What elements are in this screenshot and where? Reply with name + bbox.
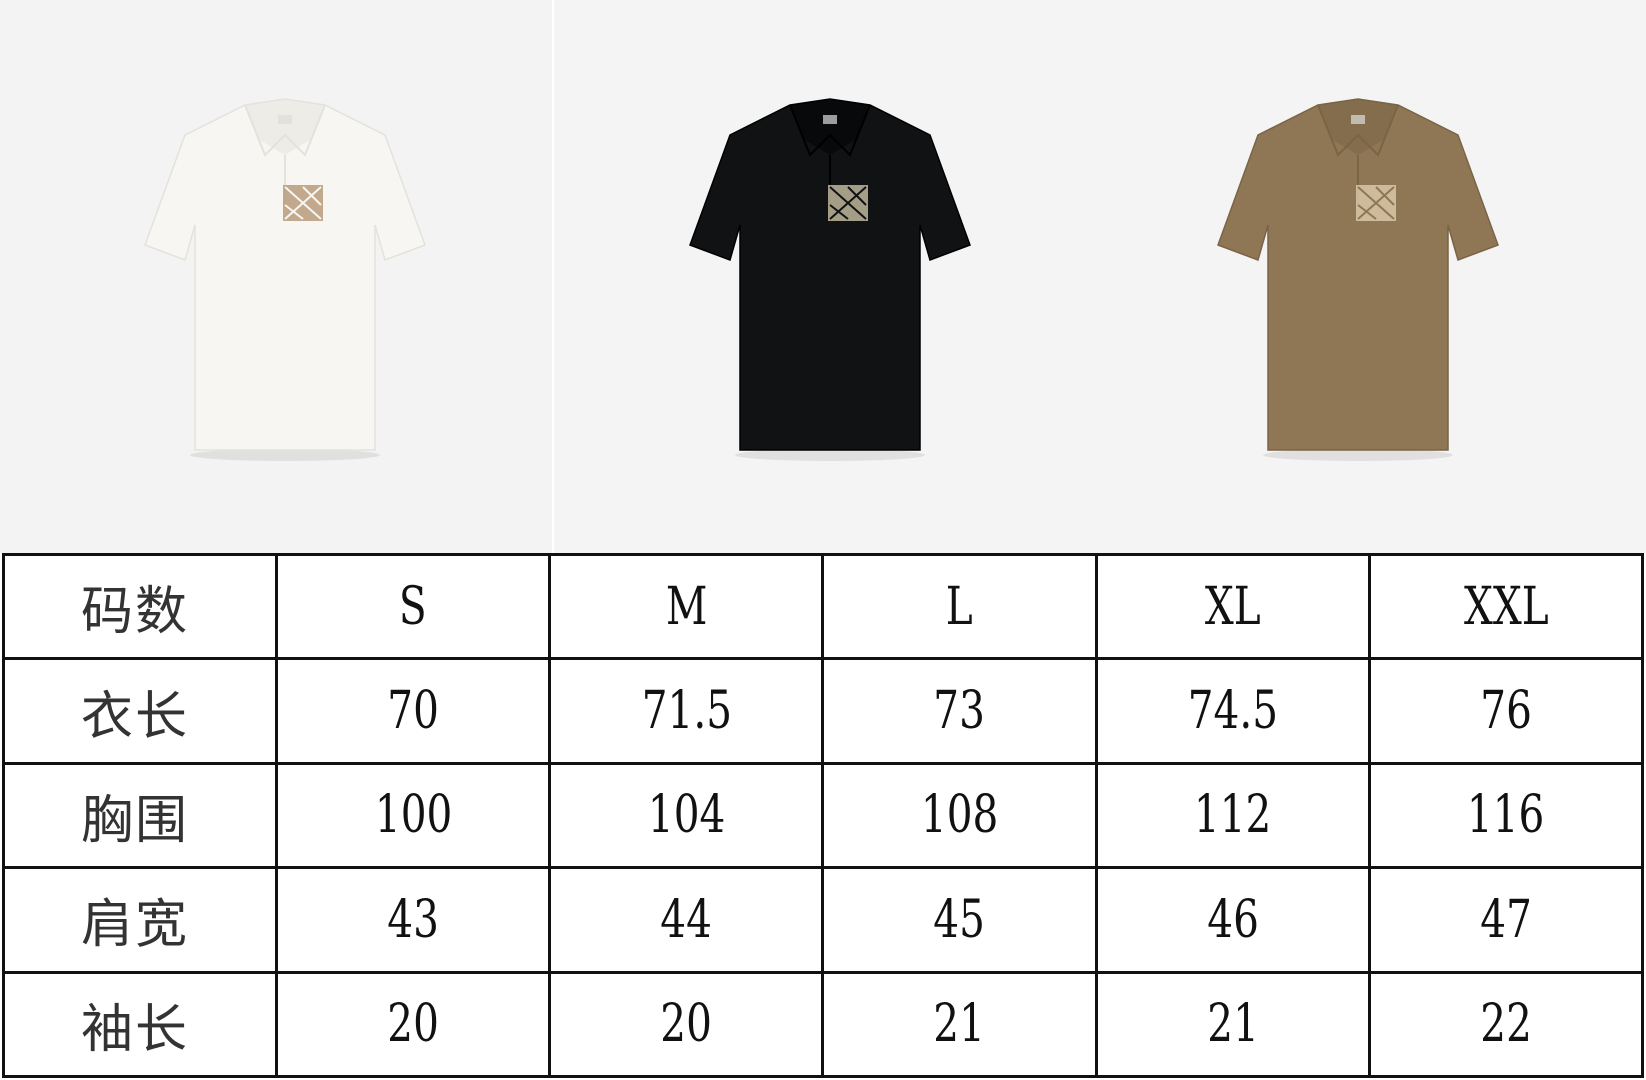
table-row: 衣长 70 71.5 73 74.5 76 <box>1 657 1645 765</box>
header-cell: XXL <box>1367 552 1645 661</box>
table-cell: 22 <box>1367 970 1645 1079</box>
table-cell: 108 <box>821 761 1098 870</box>
table-cell: 20 <box>548 970 825 1079</box>
table-cell: 76 <box>1367 657 1645 765</box>
row-label: 胸围 <box>1 761 279 870</box>
table-row: 袖长 20 20 21 21 22 <box>1 970 1645 1079</box>
table-cell: 43 <box>275 866 552 974</box>
table-cell: 112 <box>1094 761 1371 870</box>
white-polo-shirt-image <box>144 98 426 461</box>
table-cell: 73 <box>821 657 1098 765</box>
header-cell: M <box>548 552 825 661</box>
table-cell: 100 <box>275 761 552 870</box>
table-cell: 21 <box>821 970 1098 1079</box>
table-cell: 47 <box>1367 866 1645 974</box>
tan-polo-shirt-image <box>1217 98 1499 461</box>
table-cell: 74.5 <box>1094 657 1371 765</box>
table-cell: 45 <box>821 866 1098 974</box>
table-header-row: 码数 S M L XL XXL <box>1 552 1645 661</box>
photo-panel-black-tan <box>554 0 1646 553</box>
table-cell: 20 <box>275 970 552 1079</box>
table-cell: 21 <box>1094 970 1371 1079</box>
table-row: 胸围 100 104 108 112 116 <box>1 761 1645 870</box>
table-cell: 70 <box>275 657 552 765</box>
product-photos <box>0 0 1646 553</box>
header-cell: 码数 <box>1 552 279 661</box>
row-label: 衣长 <box>1 657 279 765</box>
header-cell: L <box>821 552 1098 661</box>
header-cell: S <box>275 552 552 661</box>
table-cell: 104 <box>548 761 825 870</box>
table-cell: 46 <box>1094 866 1371 974</box>
header-cell: XL <box>1094 552 1371 661</box>
table-cell: 116 <box>1367 761 1645 870</box>
black-polo-shirt-image <box>689 98 971 461</box>
table-row: 肩宽 43 44 45 46 47 <box>1 866 1645 974</box>
row-label: 肩宽 <box>1 866 279 974</box>
row-label: 袖长 <box>1 970 279 1079</box>
size-chart-table: 码数 S M L XL XXL 衣长 70 71.5 73 74.5 76 胸围… <box>1 552 1645 1079</box>
table-cell: 44 <box>548 866 825 974</box>
table-cell: 71.5 <box>548 657 825 765</box>
